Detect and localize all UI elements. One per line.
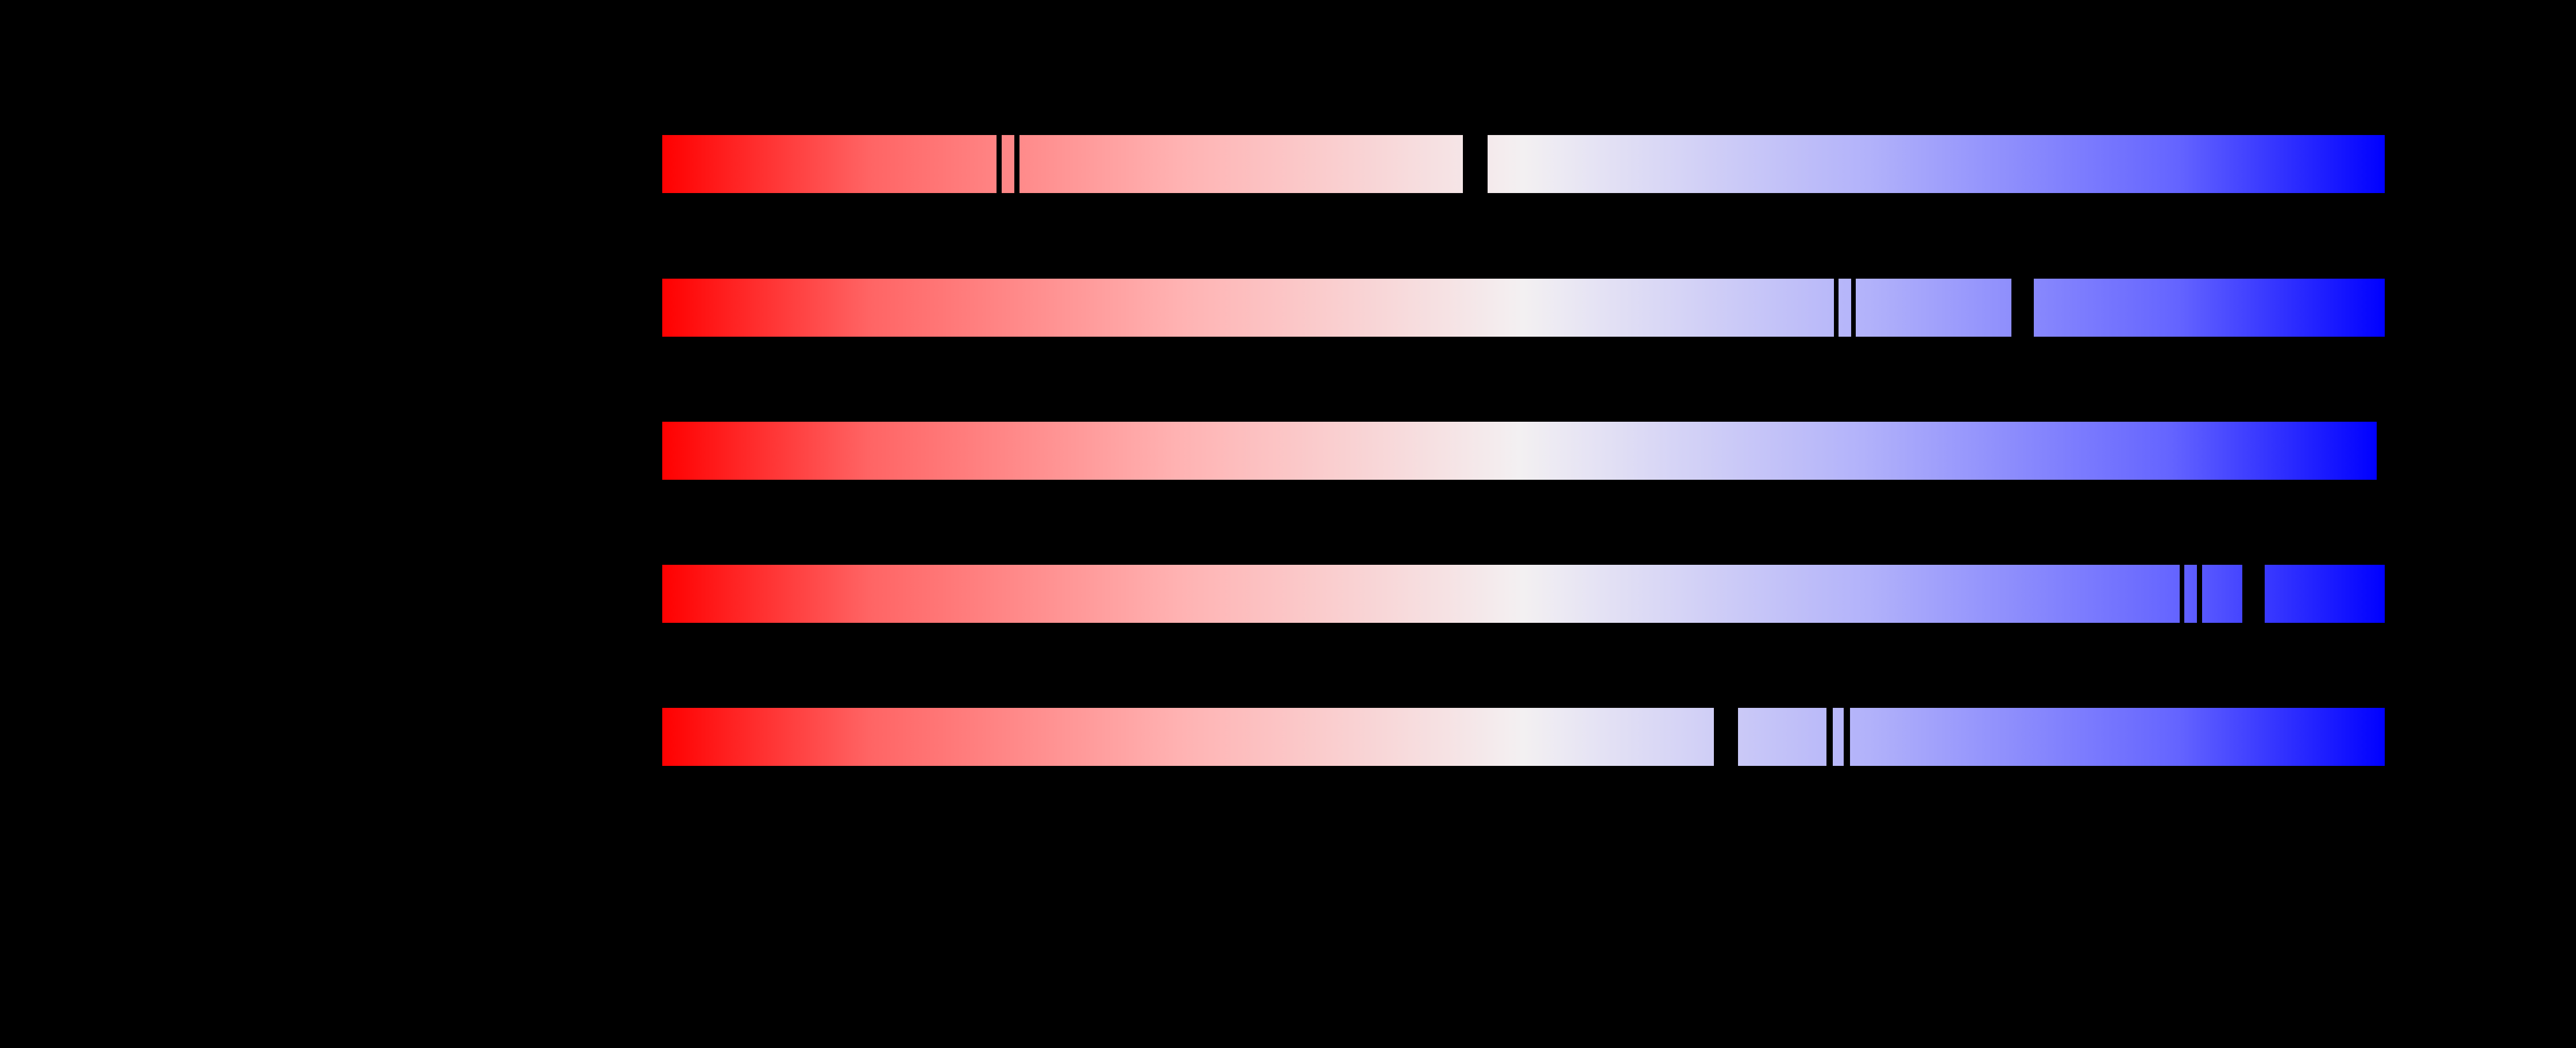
bar-gap [2011,279,2034,337]
bar-gap [1851,279,1856,337]
gradient-bar-row-4 [662,565,2385,623]
bar-gap [1826,708,1833,766]
bar-gap [1844,708,1850,766]
bar-gap [2180,565,2184,623]
bar-gap [1463,135,1488,193]
gradient-bar-row-5 [662,708,2385,766]
gradient-bar-row-2 [662,279,2385,337]
bar-gap [1014,135,1019,193]
bar-gap [2197,565,2202,623]
bar-gap [997,135,1002,193]
bar-gap [1834,279,1839,337]
bar-gap [2242,565,2265,623]
gradient-bar-row-1 [662,135,2385,193]
gradient-bar-row-3 [662,422,2377,480]
bar-gap [1714,708,1738,766]
